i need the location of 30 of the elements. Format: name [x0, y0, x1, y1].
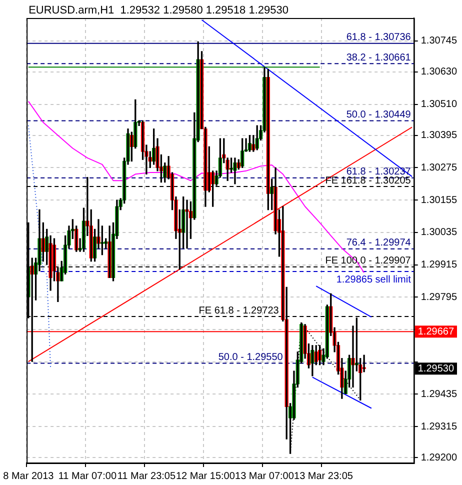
annotation: 1.29865 sell limit: [336, 274, 412, 286]
y-tick-label: 1.30630: [420, 66, 458, 78]
x-tick-label: 13 Mar 07:00: [235, 470, 294, 482]
annotation: 76.4 - 1.29974: [346, 238, 412, 249]
y-tick-label: 1.30510: [420, 99, 458, 110]
y-tick-label: 1.29315: [420, 421, 458, 432]
y-tick-label: 1.29915: [420, 260, 458, 271]
line-series: [28, 124, 52, 368]
y-tick-label: 1.30745: [420, 36, 458, 47]
y-tick-label: 1.29200: [420, 452, 458, 464]
y-tick-label: 1.29530: [418, 363, 454, 374]
ref-line-label: FE 61.8 - 1.29723: [198, 305, 280, 316]
ref-line-label: FE 161.8 - 1.30205: [325, 175, 412, 186]
y-tick-label: 1.29795: [420, 292, 458, 303]
x-tick-label: 8 Mar 2013: [3, 470, 54, 482]
x-tick-label: 13 Mar 23:05: [294, 470, 354, 482]
y-tick-label: 1.30395: [420, 130, 458, 142]
annotation: 61.8 - 1.30736: [346, 32, 412, 44]
annotation: 50.0 - 1.29550: [218, 352, 284, 363]
y-tick-label: 1.30275: [420, 162, 458, 174]
annotation: 50.0 - 1.30449: [346, 110, 412, 121]
y-tick-label: 1.30155: [420, 194, 458, 206]
chart-title: EURUSD.arm,H1 1.29532 1.29580 1.29518 1.29530: [28, 4, 288, 17]
x-tick-label: 11 Mar 23:05: [117, 470, 176, 482]
y-tick-label: 1.30035: [420, 227, 458, 238]
y-tick-label: 1.29435: [420, 388, 458, 400]
x-tick-label: 12 Mar 15:00: [176, 470, 236, 482]
annotation: 38.2 - 1.30661: [346, 52, 412, 64]
x-tick-label: 11 Mar 07:00: [58, 470, 117, 482]
y-tick-label: 1.29667: [418, 326, 454, 338]
